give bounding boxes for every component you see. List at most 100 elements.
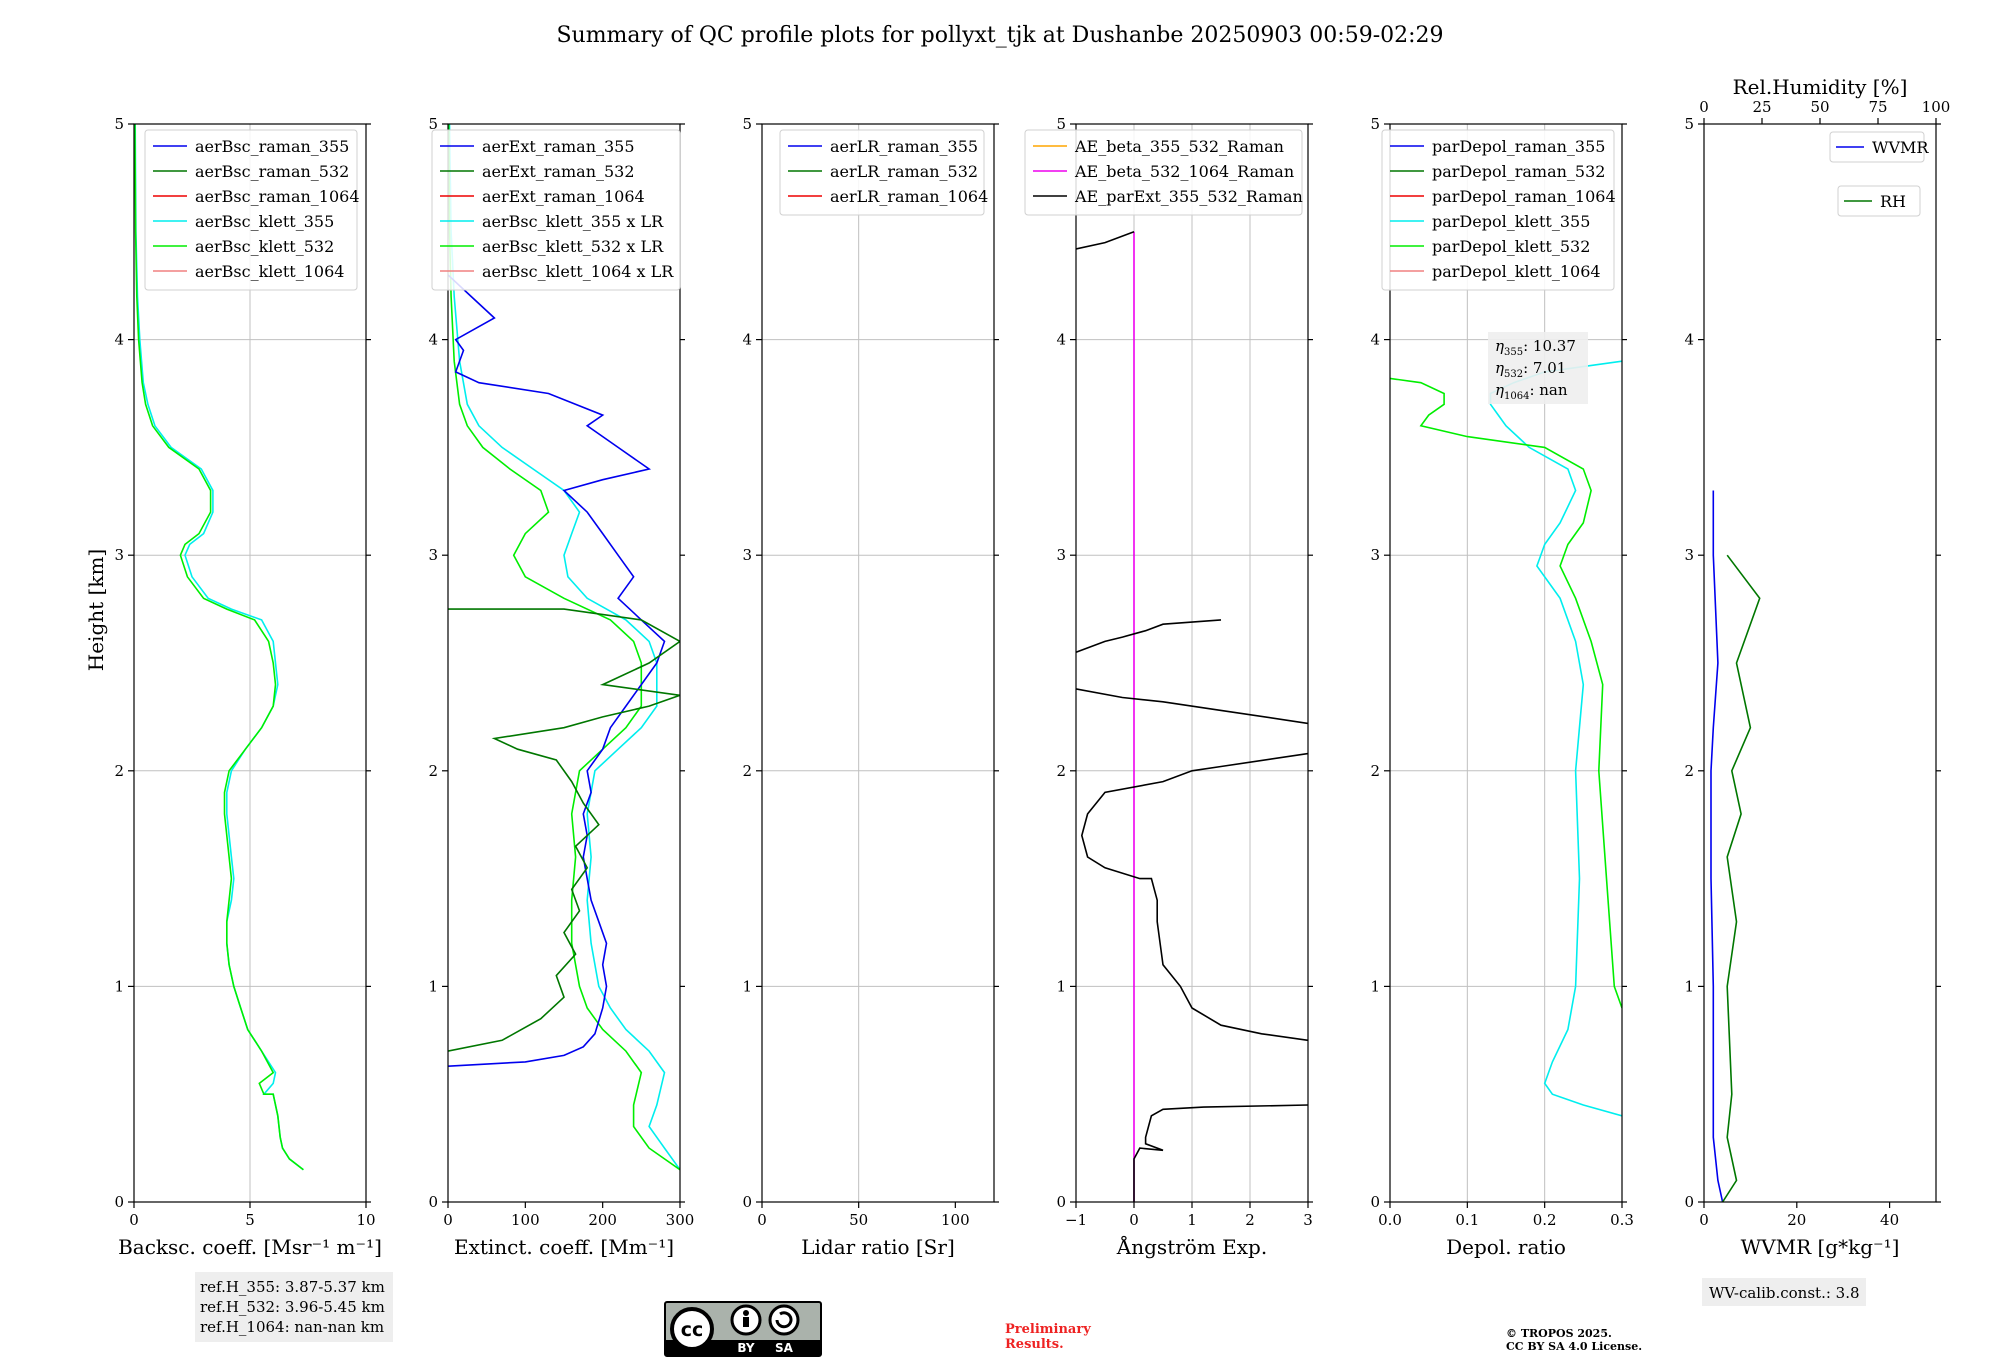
legend-label: AE_beta_355_532_Raman xyxy=(1074,137,1284,156)
cc-icon xyxy=(670,1307,714,1351)
eta-355: η355: 10.37 xyxy=(1495,337,1576,358)
y-tick-label: 2 xyxy=(114,762,124,780)
series-line-aerbsc-klett-355-x-lr xyxy=(448,124,680,1171)
x-tick-label: 20 xyxy=(1787,1211,1806,1229)
top-tick-label: 50 xyxy=(1810,98,1829,116)
legend-label: AE_parExt_355_532_Raman xyxy=(1074,187,1303,206)
y-tick-label: 4 xyxy=(1370,331,1380,349)
legend-box xyxy=(144,129,358,291)
x-tick-label: −1 xyxy=(1065,1211,1087,1229)
y-tick-label: 3 xyxy=(742,546,752,564)
x-tick-label: 0.0 xyxy=(1378,1211,1402,1229)
x-tick-label: 0 xyxy=(129,1211,139,1229)
legend-label: aerBsc_klett_1064 x LR xyxy=(482,262,674,281)
panel-lidar_ratio: 0 50 100 0 1 2 3 4 5 Lidar ratio [Sr] aerLR_raman_… xyxy=(742,115,999,1259)
x-axis-label: Backsc. coeff. [Msr⁻¹ m⁻¹] xyxy=(118,1235,382,1259)
eta-1064: η1064: nan xyxy=(1495,381,1568,402)
legend-label: aerLR_raman_1064 xyxy=(830,187,988,206)
legend: aerExt_raman_355 aerExt_raman_532 aerExt_r… xyxy=(431,129,681,291)
x-tick-label: 0.2 xyxy=(1533,1211,1557,1229)
legend-label: AE_beta_532_1064_Raman xyxy=(1074,162,1294,181)
x-tick-label: 1 xyxy=(1187,1211,1197,1229)
legend-label: aerBsc_raman_532 xyxy=(195,162,349,181)
legend-box xyxy=(431,129,681,291)
series-line-aerext-raman-532 xyxy=(448,608,680,1052)
axes-frame xyxy=(1389,123,1623,1203)
series-line-pardepol-klett-355 xyxy=(1489,360,1622,1117)
y-tick-label: 0 xyxy=(114,1193,124,1211)
legend-label: aerBsc_raman_1064 xyxy=(195,187,360,206)
series-line-ae-parext-355-532-raman-lower- xyxy=(1133,1104,1308,1202)
legend-label: aerLR_raman_355 xyxy=(830,137,978,156)
x-tick-label: 0 xyxy=(757,1211,767,1229)
y-tick-label: 1 xyxy=(1370,977,1380,995)
reference-height-box: ref.H_355: 3.87-5.37 km ref.H_532: 3.96-… xyxy=(195,1272,393,1342)
x-axis-label: WVMR [g*kg⁻¹] xyxy=(1741,1235,1900,1259)
series-group xyxy=(1710,490,1761,1202)
panel-extinction: 0 100 200 300 0 1 2 3 4 5 Extinct. coeff. [Mm⁻¹] ae… xyxy=(428,115,694,1259)
x-tick-label: 200 xyxy=(588,1211,617,1229)
y-tick-label: 1 xyxy=(1684,977,1694,995)
legend: aerLR_raman_355 aerLR_raman_532 aerLR_rama… xyxy=(779,129,988,216)
x-tick-label: 100 xyxy=(941,1211,970,1229)
series-group xyxy=(1390,360,1622,1117)
x-tick-label: 40 xyxy=(1880,1211,1899,1229)
ref-h-355: ref.H_355: 3.87-5.37 km xyxy=(200,1278,385,1296)
y-tick-label: 1 xyxy=(742,977,752,995)
legend-label: aerBsc_klett_1064 xyxy=(195,262,344,281)
legend-box xyxy=(1381,129,1615,291)
y-tick-label: 5 xyxy=(1056,115,1066,133)
y-tick-label: 5 xyxy=(428,115,438,133)
x-axis-label: Lidar ratio [Sr] xyxy=(801,1235,955,1259)
series-group xyxy=(448,124,680,1171)
y-tick-label: 2 xyxy=(1370,762,1380,780)
top-axis-label: Rel.Humidity [%] xyxy=(1733,75,1908,99)
axes-frame xyxy=(1703,123,1937,1203)
eta-box xyxy=(1488,332,1588,404)
series-line-aerbsc-klett-532 xyxy=(134,124,304,1171)
y-tick-label: 0 xyxy=(1684,1193,1694,1211)
y-tick-label: 2 xyxy=(1684,762,1694,780)
top-tick-label: 25 xyxy=(1752,98,1771,116)
series-line-pardepol-klett-532 xyxy=(1390,377,1622,1009)
y-tick-label: 5 xyxy=(1684,115,1694,133)
top-tick-label: 75 xyxy=(1868,98,1887,116)
y-tick-label: 2 xyxy=(742,762,752,780)
eta-532: η532: 7.01 xyxy=(1495,359,1566,380)
y-tick-label: 4 xyxy=(742,331,752,349)
axes-frame xyxy=(761,123,995,1203)
y-tick-label: 0 xyxy=(428,1193,438,1211)
ref-h-1064: ref.H_1064: nan-nan km xyxy=(200,1318,384,1336)
x-tick-label: 10 xyxy=(356,1211,375,1229)
x-tick-label: 5 xyxy=(245,1211,255,1229)
legend-box xyxy=(1829,131,1925,163)
x-tick-label: 0.3 xyxy=(1610,1211,1634,1229)
axes-frame xyxy=(447,123,681,1203)
ref-box-bg xyxy=(195,1272,393,1342)
series-line-ae-parext-355-532-raman-high- xyxy=(1076,231,1135,250)
y-tick-label: 4 xyxy=(114,331,124,349)
legend-label: aerBsc_klett_355 xyxy=(195,212,334,231)
series-line-aerext-raman-355 xyxy=(448,274,666,1067)
y-tick-label: 1 xyxy=(114,977,124,995)
y-tick-label: 1 xyxy=(428,977,438,995)
series-group xyxy=(1076,231,1308,1202)
x-tick-label: 2 xyxy=(1245,1211,1255,1229)
license-by-label: BY xyxy=(737,1341,754,1355)
wv-calib-bg xyxy=(1702,1278,1866,1306)
x-tick-label: 0 xyxy=(1129,1211,1139,1229)
y-tick-label: 5 xyxy=(742,115,752,133)
preliminary-line1: Preliminary xyxy=(1005,1322,1091,1337)
series-line-ae-parext-355-532-raman-top- xyxy=(1076,619,1222,653)
legend-label: aerBsc_raman_355 xyxy=(195,137,349,156)
x-tick-label: 100 xyxy=(511,1211,540,1229)
y-tick-label: 3 xyxy=(1056,546,1066,564)
copyright-line2: CC BY SA 4.0 License. xyxy=(1506,1340,1642,1353)
x-axis-label: Depol. ratio xyxy=(1446,1235,1566,1259)
y-tick-label: 4 xyxy=(1056,331,1066,349)
legend: aerBsc_raman_355 aerBsc_raman_532 aerBsc_r… xyxy=(144,129,360,291)
